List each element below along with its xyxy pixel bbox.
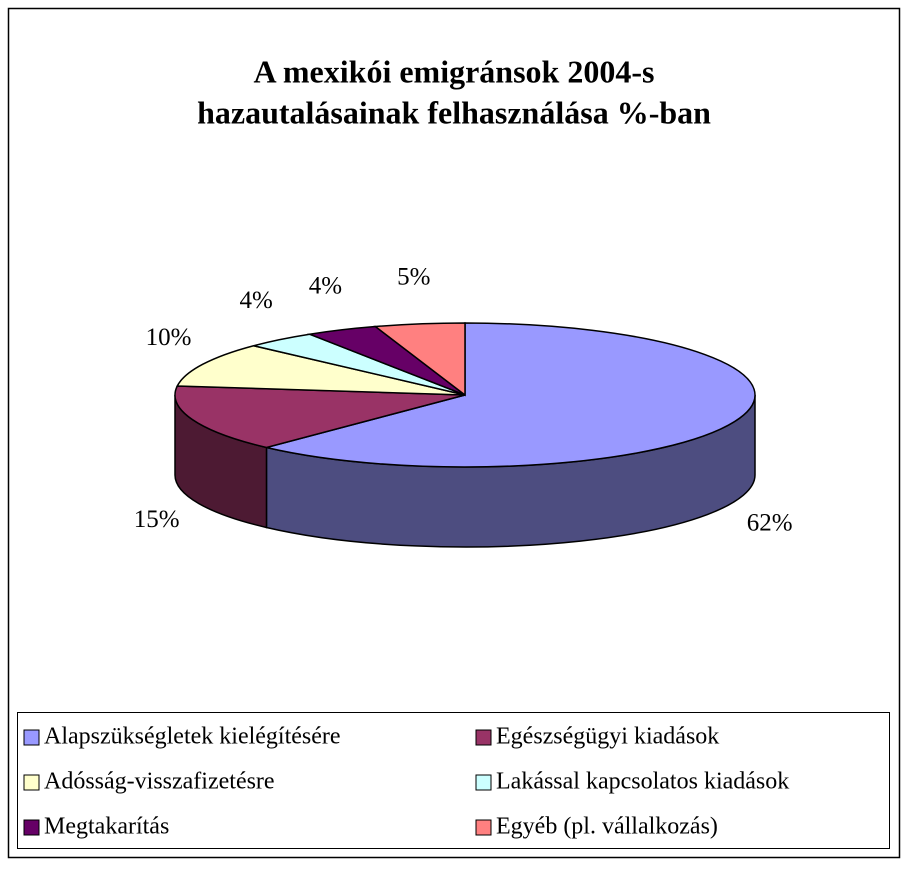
legend-swatch [23, 819, 40, 836]
legend-label: Lakással kapcsolatos kiadások [496, 769, 789, 795]
data-label: 5% [397, 263, 430, 290]
legend-label: Adósság-visszafizetésre [44, 769, 275, 795]
legend-swatch [475, 774, 492, 791]
legend-label: Alapszükségletek kielégítésére [44, 724, 341, 750]
slice [266, 322, 756, 468]
legend-label: Megtakarítás [44, 814, 169, 840]
data-label: 15% [134, 506, 180, 533]
slice [373, 322, 466, 397]
data-label: 10% [146, 324, 192, 351]
legend-swatch [475, 819, 492, 836]
legend-box [17, 712, 890, 849]
data-label: 4% [309, 272, 342, 299]
legend-label: Egyéb (pl. vállalkozás) [496, 814, 718, 840]
chart-title: hazautalásainak felhasználása %-ban [197, 94, 711, 130]
legend-swatch [23, 774, 40, 791]
chart-title: A mexikói emigránsok 2004-s [254, 53, 655, 89]
slice [176, 344, 466, 396]
legend-swatch [475, 729, 492, 746]
data-label: 62% [747, 509, 793, 536]
data-label: 4% [239, 287, 272, 314]
slice [174, 385, 466, 449]
legend-swatch [23, 729, 40, 746]
legend-label: Egészségügyi kiadások [496, 724, 719, 750]
